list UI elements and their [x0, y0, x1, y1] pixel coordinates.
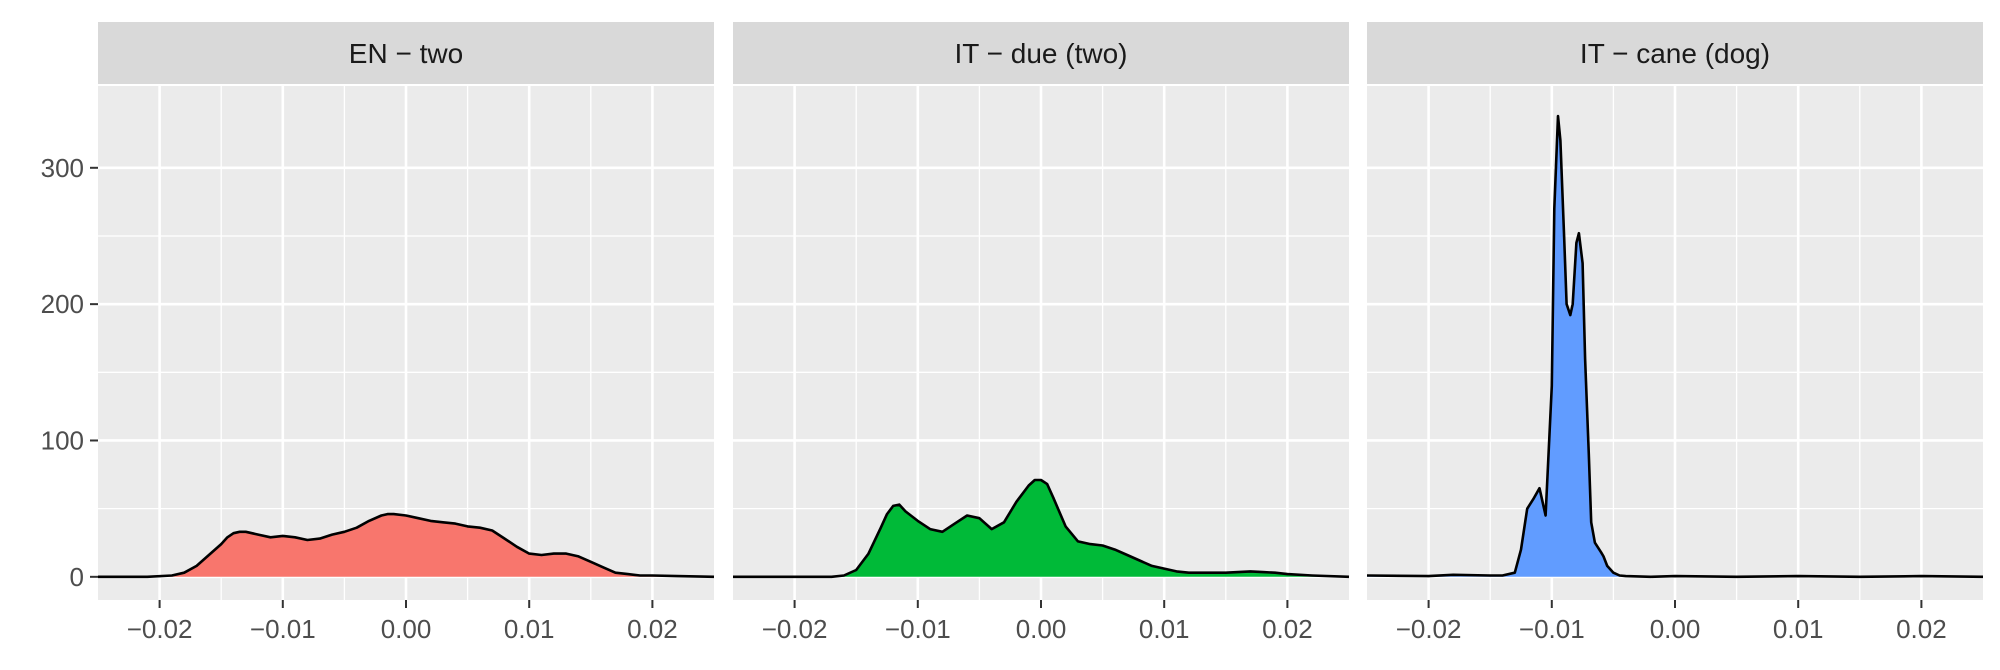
facet-panel: IT − due (two) — [733, 22, 1350, 600]
facet-strip — [733, 22, 1349, 84]
y-tick-label: 300 — [41, 153, 84, 183]
x-tick-label: 0.00 — [1650, 614, 1701, 644]
x-tick-label: −0.02 — [127, 614, 193, 644]
y-tick-label: 0 — [70, 562, 84, 592]
x-tick-label: 0.01 — [504, 614, 555, 644]
facet-panel: EN − two — [98, 22, 715, 600]
x-tick-label: 0.02 — [1896, 614, 1947, 644]
x-tick-label: −0.02 — [1396, 614, 1462, 644]
density-line — [733, 478, 1350, 579]
x-axes: −0.02 −0.01 0.00 0.01 0.02 −0.02 −0.01 0.00 0.01… — [127, 600, 1947, 644]
x-tick-label: −0.01 — [1519, 614, 1585, 644]
facet-panel: IT − cane (dog) — [1366, 22, 1984, 600]
density-area — [98, 514, 714, 577]
x-tick-label: 0.02 — [627, 614, 678, 644]
y-tick-label: 100 — [41, 425, 84, 455]
density-line — [98, 512, 715, 579]
x-axis: −0.02 −0.01 0.00 0.01 0.02 — [127, 600, 678, 644]
facet-strip — [98, 22, 714, 84]
facet-title: IT − cane (dog) — [1580, 38, 1770, 69]
x-tick-label: 0.01 — [1773, 614, 1824, 644]
facet-title: EN − two — [349, 38, 463, 69]
x-tick-label: 0.00 — [381, 614, 432, 644]
y-axis: 0 100 200 300 — [41, 153, 98, 592]
density-area — [733, 480, 1349, 577]
density-line — [1366, 114, 1984, 579]
x-tick-label: 0.02 — [1262, 614, 1313, 644]
x-tick-label: −0.02 — [762, 614, 828, 644]
x-axis: −0.02 −0.01 0.00 0.01 0.02 — [1396, 600, 1947, 644]
x-tick-label: −0.01 — [885, 614, 951, 644]
facet-title: IT − due (two) — [954, 38, 1127, 69]
x-tick-label: 0.00 — [1016, 614, 1067, 644]
x-tick-label: 0.01 — [1139, 614, 1190, 644]
x-tick-label: −0.01 — [250, 614, 316, 644]
y-tick-label: 200 — [41, 289, 84, 319]
panels-layer: EN − two IT − due (two) IT − cane (dog) — [98, 22, 1984, 600]
facet-strip — [1367, 22, 1983, 84]
x-axis: −0.02 −0.01 0.00 0.01 0.02 — [762, 600, 1313, 644]
